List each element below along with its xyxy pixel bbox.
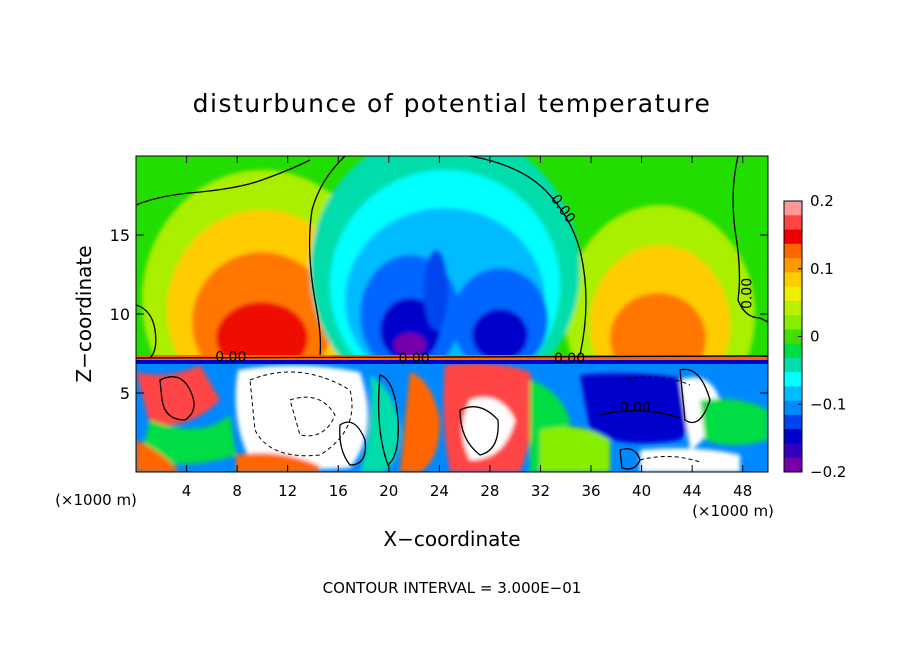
zero-contours	[136, 156, 768, 470]
lower-patch-4	[236, 453, 320, 472]
colorbar-swatch	[784, 215, 802, 231]
contour-blob-3	[377, 374, 399, 467]
colorbar-swatch	[784, 286, 802, 302]
heatmap-field: 0.000.000.00 0.00 0.000.00	[136, 156, 768, 472]
y-axis: 5 10 15	[110, 226, 768, 403]
x-tick-label: 8	[232, 482, 242, 500]
x-tick-label: 12	[278, 482, 297, 500]
colorbar-swatch	[784, 343, 802, 359]
lower-patch-11	[540, 426, 610, 472]
x-tick-label: 16	[329, 482, 348, 500]
cold-core-right-deep	[472, 309, 528, 361]
y-axis-label: Z−coordinate	[72, 245, 96, 382]
contour-label: 0.00	[620, 400, 651, 416]
x-unit-right: (×1000 m)	[692, 502, 774, 520]
lower-patch-8	[462, 397, 515, 460]
lower-patch-10	[580, 373, 694, 444]
lower-patch-6	[400, 372, 440, 472]
colorbar-tick-label: −0.2	[810, 463, 846, 481]
colorbar-swatch	[784, 229, 802, 245]
lower-patch-14	[640, 448, 740, 472]
x-tick-label: 4	[182, 482, 192, 500]
x-tick-label: 36	[581, 482, 600, 500]
contour-cold-right	[469, 156, 587, 356]
colorbar-swatch	[784, 372, 802, 387]
contour-left-lobe	[136, 304, 157, 359]
contour-blob-5	[619, 448, 641, 470]
contour-top-left	[136, 159, 311, 206]
x-tick-label: 28	[480, 482, 499, 500]
x-axis-label: X−coordinate	[383, 527, 520, 551]
colorbar-swatch	[784, 429, 802, 444]
lower-patch-2	[140, 415, 236, 464]
dashed-contour-1	[249, 371, 353, 457]
contour-label: 0.00	[740, 278, 756, 309]
y-tick-label: 5	[120, 384, 130, 403]
contour-line-7	[599, 410, 681, 419]
contour-cold-left	[308, 156, 346, 356]
colorbar-swatch	[784, 357, 802, 373]
dashed-contour-3	[619, 376, 691, 386]
contour-inversion	[136, 355, 768, 359]
colorbar-tick-label: 0.2	[810, 192, 834, 210]
x-tick-label: 20	[379, 482, 398, 500]
lower-patch-15	[136, 440, 180, 472]
x-unit-left: (×1000 m)	[55, 491, 137, 509]
x-tick-label: 44	[683, 482, 702, 500]
colorbar-tick-label: 0.1	[810, 260, 834, 278]
contour-blob-2	[339, 421, 367, 466]
chart-title: disturbunce of potential temperature	[193, 89, 712, 118]
contour-label: 0.00	[554, 351, 585, 367]
colorbar-swatch	[784, 300, 802, 316]
lower-patch-1	[136, 365, 220, 426]
colorbar-swatch	[784, 414, 802, 430]
dashed-contour-4	[639, 456, 701, 463]
y-tick-label: 15	[110, 226, 130, 245]
contour-blob-6	[679, 368, 711, 424]
x-axis: 4 8 12 16 20 24 28 32 36 40 44 48	[182, 156, 752, 500]
contour-blob-1	[159, 376, 195, 421]
colorbar-swatch	[784, 457, 802, 473]
dashed-contour-2	[289, 396, 336, 437]
cold-spike	[424, 250, 448, 330]
colorbar-swatch	[784, 258, 802, 273]
negative-contours	[249, 371, 701, 463]
contour-label: 0.00	[215, 349, 246, 365]
contour-blob-4	[459, 406, 499, 456]
x-tick-label: 24	[430, 482, 449, 500]
colorbar: 0.2 0.1 0 −0.1 −0.2	[783, 192, 846, 481]
colorbar-swatch	[784, 329, 802, 345]
colorbar-swatch	[784, 386, 802, 402]
y-tick-label: 10	[110, 305, 130, 324]
x-tick-label: 40	[632, 482, 651, 500]
turbulent-layer	[136, 355, 768, 472]
inversion-stripe-blue	[136, 360, 768, 364]
colorbar-ticks: 0.2 0.1 0 −0.1 −0.2	[798, 192, 846, 481]
contour-label: 0.00	[398, 351, 429, 367]
colorbar-tick-label: −0.1	[810, 395, 846, 413]
colorbar-swatch	[784, 315, 802, 330]
colorbar-swatch	[784, 400, 802, 416]
inversion-stripe-orange	[136, 355, 768, 361]
contour-right	[732, 156, 768, 323]
lower-patch-12	[680, 377, 720, 450]
cold-core-purple	[394, 333, 426, 357]
colorbar-swatch	[784, 201, 802, 216]
colorbar-swatch	[784, 272, 802, 288]
colorbar-tick-label: 0	[810, 328, 820, 346]
colorbar-swatches	[784, 201, 802, 473]
x-tick-label: 32	[531, 482, 550, 500]
colorbar-swatch	[784, 243, 802, 259]
x-tick-label: 48	[733, 482, 752, 500]
contour-interval-note: CONTOUR INTERVAL = 3.000E−01	[323, 579, 582, 597]
colorbar-swatch	[784, 443, 802, 459]
lower-patch-13	[700, 398, 768, 445]
